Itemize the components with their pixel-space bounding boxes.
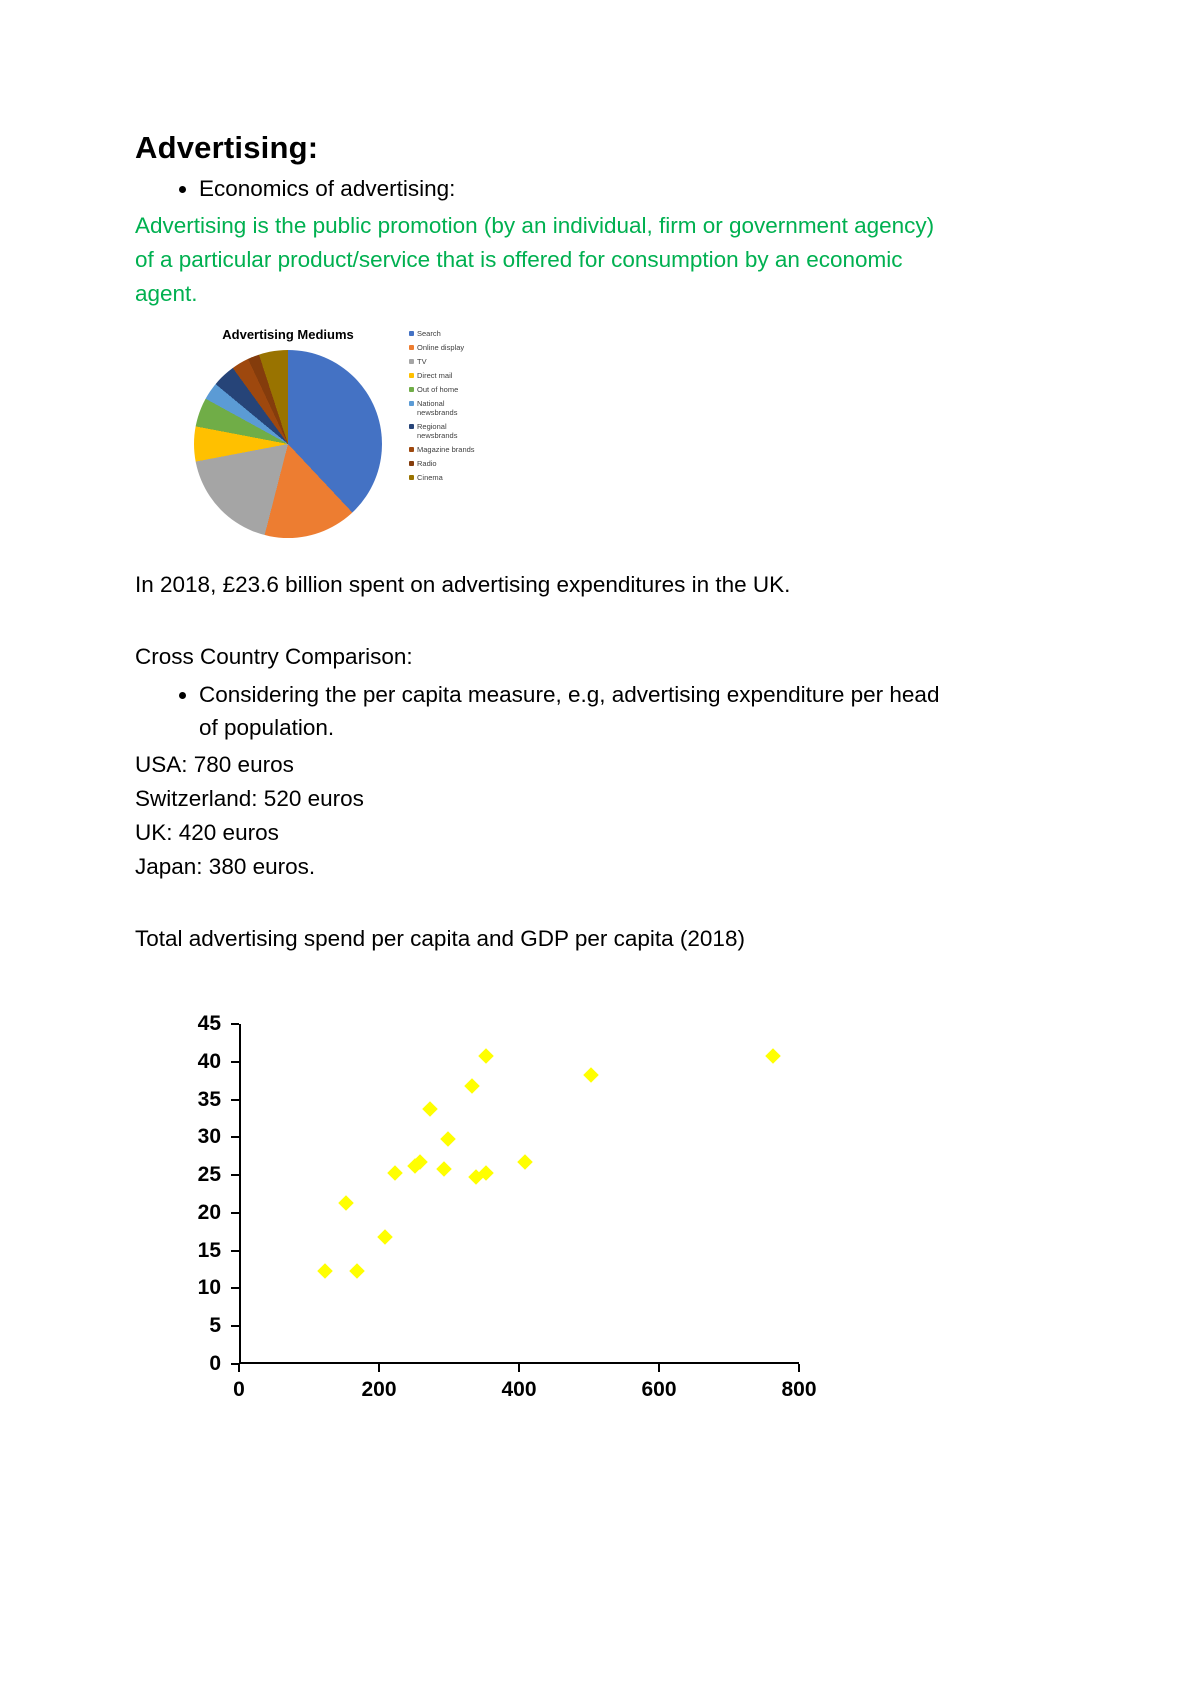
scatter-plot-area — [239, 1024, 799, 1364]
pie-legend-item: Cinema — [409, 473, 475, 482]
bullet-per-capita: Considering the per capita measure, e.g,… — [199, 678, 944, 744]
legend-label: TV — [417, 357, 427, 366]
x-axis-tick-label: 800 — [781, 1378, 817, 1401]
x-axis-tick-label: 600 — [641, 1378, 677, 1401]
legend-swatch-icon — [409, 461, 414, 466]
legend-swatch-icon — [409, 424, 414, 429]
scatter-point — [436, 1161, 452, 1178]
legend-label: Radio — [417, 459, 437, 468]
y-axis-tick-label: 5 — [209, 1314, 221, 1338]
y-axis-tick — [231, 1136, 239, 1139]
y-axis-tick-label: 10 — [197, 1276, 221, 1300]
x-axis-tick — [238, 1364, 240, 1372]
country-line: UK: 420 euros — [135, 820, 279, 845]
y-axis-tick-label: 25 — [197, 1163, 221, 1187]
page-title: Advertising: — [135, 130, 319, 165]
legend-swatch-icon — [409, 359, 414, 364]
y-axis-tick-label: 30 — [197, 1125, 221, 1149]
scatter-point — [338, 1195, 354, 1212]
scatter-point — [516, 1154, 533, 1170]
legend-swatch-icon — [409, 373, 414, 378]
y-axis-tick — [231, 1249, 239, 1252]
scatter-point — [422, 1101, 438, 1117]
per-capita-bullet-list: Considering the per capita measure, e.g,… — [135, 678, 1080, 744]
x-axis-tick — [378, 1364, 380, 1372]
spend-2018-paragraph: In 2018, £23.6 billion spent on advertis… — [135, 572, 791, 597]
y-axis-tick-label: 20 — [197, 1200, 221, 1224]
country-line: USA: 780 euros — [135, 752, 294, 777]
scatter-point — [583, 1067, 599, 1083]
economics-bullet-list: Economics of advertising: — [135, 172, 1080, 205]
legend-label: Search — [417, 329, 441, 338]
country-line: Switzerland: 520 euros — [135, 786, 364, 811]
scatter-point — [387, 1165, 403, 1181]
pie-legend-item: Out of home — [409, 385, 475, 394]
pie-legend-item: Regional newsbrands — [409, 422, 475, 440]
scatter-point — [317, 1263, 333, 1280]
pie-legend-item: National newsbrands — [409, 399, 475, 417]
cross-country-heading: Cross Country Comparison: — [135, 644, 413, 669]
legend-swatch-icon — [409, 387, 414, 392]
country-line: Japan: 380 euros. — [135, 854, 316, 879]
x-axis-tick-label: 200 — [361, 1378, 397, 1401]
pie-chart-title: Advertising Mediums — [222, 327, 354, 342]
pie-legend-item: Magazine brands — [409, 445, 475, 454]
legend-label: Online display — [417, 343, 465, 352]
scatter-point — [348, 1263, 365, 1280]
y-axis-tick — [231, 1098, 239, 1101]
y-axis-tick — [231, 1363, 239, 1365]
country-list: USA: 780 euros Switzerland: 520 euros UK: … — [135, 748, 1080, 884]
legend-swatch-icon — [409, 345, 414, 350]
y-axis-tick — [231, 1174, 239, 1177]
legend-swatch-icon — [409, 447, 414, 452]
pie-legend-item: Direct mail — [409, 371, 475, 380]
pie-graphic — [194, 350, 382, 538]
scatter-point — [765, 1048, 781, 1064]
x-axis-tick-label: 400 — [501, 1378, 537, 1401]
pie-chart: Advertising Mediums Search Online display… — [177, 327, 1080, 538]
y-axis-tick-label: 15 — [197, 1238, 221, 1262]
legend-label: Direct mail — [417, 371, 453, 380]
pie-legend-item: Search — [409, 329, 475, 338]
y-axis-tick — [231, 1211, 239, 1214]
scatter-point — [478, 1048, 494, 1064]
legend-swatch-icon — [409, 401, 414, 406]
x-axis-tick — [658, 1364, 660, 1372]
legend-label: Magazine brands — [417, 445, 475, 454]
pie-legend-item: Radio — [409, 459, 475, 468]
x-axis-tick-label: 0 — [233, 1378, 245, 1401]
legend-swatch-icon — [409, 475, 414, 480]
y-axis-tick — [231, 1287, 239, 1290]
y-axis-tick-label: 0 — [209, 1352, 221, 1375]
scatter-point — [376, 1229, 393, 1246]
legend-label: Out of home — [417, 385, 459, 394]
y-axis-tick — [231, 1060, 239, 1063]
scatter-point — [464, 1078, 480, 1095]
x-axis-tick — [798, 1364, 800, 1372]
definition-paragraph: Advertising is the public promotion (by … — [135, 213, 935, 306]
y-axis-tick — [231, 1325, 239, 1328]
legend-label: Regional newsbrands — [417, 422, 458, 440]
y-axis-tick-label: 40 — [197, 1049, 221, 1073]
pie-column: Advertising Mediums — [177, 327, 399, 538]
y-axis-tick-label: 45 — [197, 1012, 221, 1035]
scatter-point — [439, 1131, 456, 1147]
scatter-chart: 0 5 10 15 20 25 30 35 40 45 0 200 400 600 800 — [161, 1010, 841, 1418]
y-axis-tick — [231, 1023, 239, 1025]
scatter-caption: Total advertising spend per capita and G… — [135, 926, 745, 951]
pie-legend-item: Online display — [409, 343, 475, 352]
legend-swatch-icon — [409, 331, 414, 336]
legend-label: Cinema — [417, 473, 443, 482]
legend-label: National newsbrands — [417, 399, 458, 417]
bullet-economics: Economics of advertising: — [199, 172, 944, 205]
y-axis-tick-label: 35 — [197, 1087, 221, 1111]
x-axis-tick — [518, 1364, 520, 1372]
pie-legend-item: TV — [409, 357, 475, 366]
pie-legend: Search Online display TV Direct mail Out of … — [409, 329, 475, 487]
